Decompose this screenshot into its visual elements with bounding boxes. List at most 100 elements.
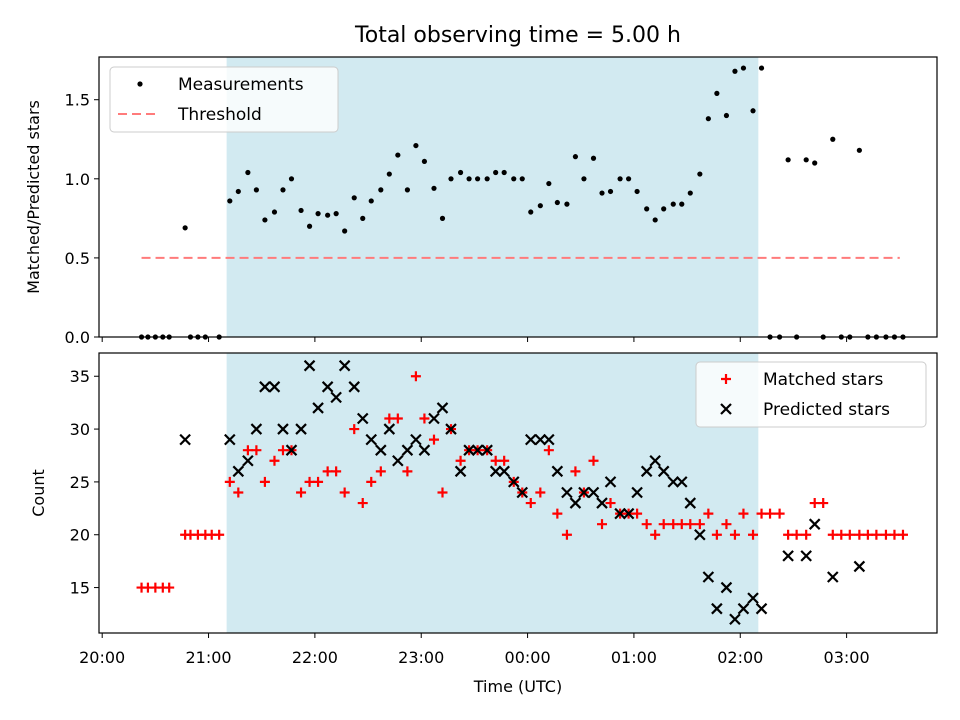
y-tick-label: 30 bbox=[70, 420, 90, 439]
y-axis-label: Matched/Predicted stars bbox=[24, 100, 43, 294]
predicted-star-point bbox=[383, 423, 396, 435]
predicted-star-point bbox=[684, 497, 697, 509]
legend-matched-marker bbox=[721, 374, 731, 384]
predicted-star-point bbox=[312, 402, 324, 414]
measurement-point bbox=[856, 147, 862, 153]
predicted-star-point bbox=[498, 465, 510, 478]
legend-predicted-marker bbox=[720, 403, 732, 415]
matched-star-point bbox=[499, 455, 510, 466]
measurement-point bbox=[306, 223, 313, 229]
y-tick-label: 0.5 bbox=[65, 249, 90, 268]
predicted-star-point bbox=[375, 444, 387, 456]
x-tick-label: 22:00 bbox=[292, 648, 338, 667]
predicted-star-point bbox=[277, 423, 289, 435]
predicted-star-point bbox=[551, 465, 564, 478]
predicted-star-point bbox=[295, 423, 307, 435]
matched-star-point bbox=[783, 529, 794, 540]
measurement-point bbox=[378, 187, 384, 193]
measurement-point bbox=[652, 217, 658, 223]
matched-star-point bbox=[694, 519, 705, 530]
predicted-star-point bbox=[268, 381, 281, 393]
matched-star-point bbox=[889, 529, 900, 540]
measurement-point bbox=[679, 201, 685, 207]
measurement-point bbox=[590, 155, 597, 161]
measurement-point bbox=[431, 185, 437, 191]
predicted-star-point bbox=[543, 433, 555, 446]
predicted-star-point bbox=[365, 433, 378, 446]
predicted-star-point bbox=[720, 581, 733, 594]
matched-star-point bbox=[339, 487, 350, 498]
matched-star-point bbox=[748, 529, 759, 540]
predicted-star-point bbox=[338, 359, 351, 372]
matched-star-point bbox=[242, 445, 253, 456]
legend-measurements-marker bbox=[137, 81, 143, 87]
matched-star-point bbox=[259, 476, 270, 487]
x-tick-label: 00:00 bbox=[505, 648, 551, 667]
matched-star-point bbox=[632, 508, 643, 519]
predicted-star-point bbox=[800, 550, 812, 562]
measurement-point bbox=[360, 215, 366, 221]
matched-star-point bbox=[322, 466, 333, 477]
matched-star-point bbox=[827, 529, 838, 540]
matched-star-point bbox=[269, 455, 280, 466]
predicted-star-point bbox=[489, 465, 502, 478]
matched-star-point bbox=[676, 519, 687, 530]
plot-frame bbox=[98, 56, 938, 338]
matched-star-point bbox=[455, 455, 466, 466]
matched-star-point bbox=[650, 529, 661, 540]
predicted-star-point bbox=[640, 465, 653, 478]
matched-star-point bbox=[437, 487, 448, 498]
measurement-point bbox=[617, 176, 623, 182]
measurement-point bbox=[333, 211, 339, 217]
legend-matched-label: Matched stars bbox=[763, 370, 883, 390]
matched-star-point bbox=[801, 529, 812, 540]
predicted-star-point bbox=[436, 402, 449, 414]
measurement-point bbox=[723, 112, 730, 119]
measurement-point bbox=[511, 176, 517, 182]
predicted-star-point bbox=[242, 454, 254, 467]
measurement-point bbox=[599, 190, 605, 196]
matched-star-point bbox=[765, 508, 776, 519]
matched-star-point bbox=[703, 508, 714, 519]
measurement-point bbox=[740, 65, 747, 71]
matched-star-point bbox=[658, 519, 669, 530]
predicted-star-point bbox=[410, 433, 422, 446]
legend-predicted-label: Predicted stars bbox=[763, 400, 890, 420]
measurement-point bbox=[395, 152, 401, 158]
matched-star-point bbox=[331, 466, 342, 477]
measurement-point bbox=[687, 190, 693, 196]
matched-star-point bbox=[711, 529, 722, 540]
y-tick-label: 0.0 bbox=[65, 328, 90, 347]
matched-star-point bbox=[277, 445, 288, 456]
predicted-star-point bbox=[250, 423, 263, 435]
measurement-point bbox=[351, 195, 357, 201]
measurement-point bbox=[634, 188, 640, 195]
matched-star-point bbox=[384, 413, 395, 424]
predicted-star-point bbox=[622, 507, 635, 520]
matched-star-point bbox=[570, 466, 581, 477]
measurement-point bbox=[253, 187, 259, 193]
measurement-point bbox=[227, 198, 233, 204]
matched-star-point bbox=[818, 498, 829, 509]
matched-star-point bbox=[729, 529, 740, 540]
predicted-star-point bbox=[428, 412, 440, 425]
matched-star-point bbox=[597, 519, 608, 530]
matched-star-point bbox=[296, 487, 307, 498]
matched-star-point bbox=[349, 424, 360, 435]
matched-star-point bbox=[774, 508, 785, 519]
predicted-star-point bbox=[853, 560, 866, 573]
matched-star-point bbox=[668, 519, 679, 530]
matched-star-point bbox=[214, 529, 225, 540]
predicted-star-point bbox=[392, 454, 404, 467]
matched-star-point bbox=[738, 508, 749, 519]
x-axis-label: Time (UTC) bbox=[473, 677, 562, 696]
matched-star-point bbox=[641, 519, 652, 530]
matched-star-point bbox=[685, 519, 696, 530]
legend-measurements-label: Measurements bbox=[178, 75, 304, 95]
bottom-panel: 15 20 25 30 35 20:00 21:00 22:00 23:00 00:00 01:00… bbox=[29, 352, 938, 667]
x-tick-label: 23:00 bbox=[398, 648, 444, 667]
matched-star-point bbox=[854, 529, 865, 540]
matched-star-point bbox=[224, 476, 235, 487]
matched-star-point bbox=[357, 498, 368, 509]
